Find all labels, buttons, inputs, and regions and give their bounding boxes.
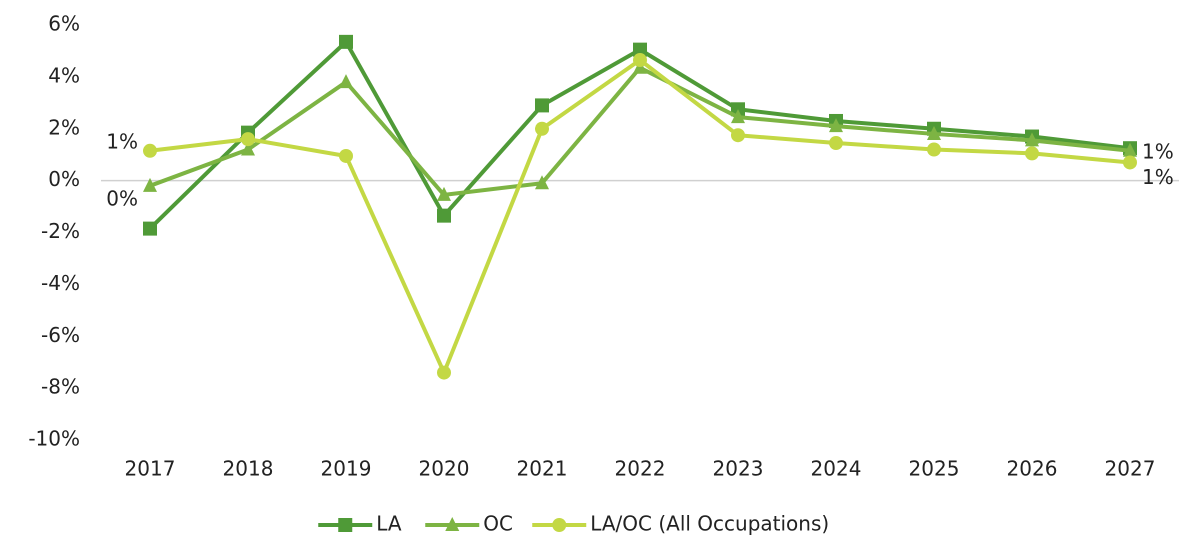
marker xyxy=(829,118,843,133)
data-label: 1% xyxy=(106,129,138,153)
series: 1%1% xyxy=(106,53,1174,380)
y-tick-label: -8% xyxy=(41,375,80,399)
marker xyxy=(445,517,460,531)
marker xyxy=(437,365,451,380)
x-tick-label: 2027 xyxy=(1105,457,1156,481)
marker xyxy=(552,518,567,532)
y-tick-label: -4% xyxy=(41,271,80,295)
y-tick-label: 2% xyxy=(48,115,80,139)
marker xyxy=(241,132,255,147)
marker xyxy=(241,141,255,156)
marker xyxy=(731,128,745,143)
marker xyxy=(1025,146,1039,161)
legend: LA OC LA/OC (All Occupations) xyxy=(318,512,829,536)
y-tick-label: -10% xyxy=(28,427,80,451)
y-tick-label: 0% xyxy=(48,167,80,191)
marker xyxy=(143,177,157,192)
x-tick-label: 2022 xyxy=(615,457,666,481)
marker xyxy=(633,53,647,68)
legend-label: LA xyxy=(376,512,402,536)
marker xyxy=(437,186,451,201)
marker xyxy=(339,74,353,89)
marker xyxy=(437,208,451,223)
marker xyxy=(535,121,549,136)
y-tick-label: 4% xyxy=(48,63,80,87)
data-label: 0% xyxy=(106,186,138,210)
data-label: 1% xyxy=(1142,165,1174,189)
marker xyxy=(927,142,941,157)
marker xyxy=(1123,142,1137,157)
marker xyxy=(927,125,941,140)
legend-label: OC xyxy=(483,512,513,536)
x-tick-label: 2018 xyxy=(223,457,274,481)
legend-label: LA/OC (All Occupations) xyxy=(590,512,829,536)
x-tick-label: 2025 xyxy=(909,457,960,481)
marker xyxy=(339,148,353,163)
x-tick-label: 2021 xyxy=(517,457,568,481)
marker xyxy=(535,98,549,113)
x-tick-label: 2023 xyxy=(713,457,764,481)
marker xyxy=(633,42,647,57)
marker xyxy=(1025,132,1039,147)
marker xyxy=(829,136,843,151)
data-label: 1% xyxy=(1142,139,1174,163)
marker xyxy=(143,143,157,158)
marker xyxy=(339,34,353,49)
marker xyxy=(143,221,157,236)
x-tick-label: 2017 xyxy=(125,457,176,481)
x-tick-label: 2020 xyxy=(419,457,470,481)
y-tick-label: -6% xyxy=(41,323,80,347)
y-tick-label: -2% xyxy=(41,219,80,243)
marker xyxy=(535,175,549,190)
x-tick-label: 2026 xyxy=(1007,457,1058,481)
series-line xyxy=(149,58,1131,375)
marker xyxy=(338,518,353,532)
x-tick-label: 2019 xyxy=(321,457,372,481)
marker xyxy=(1123,155,1137,170)
y-tick-label: 6% xyxy=(48,12,80,36)
marker xyxy=(731,109,745,124)
x-tick-label: 2024 xyxy=(811,457,862,481)
series: 0% 1% xyxy=(106,59,1174,210)
